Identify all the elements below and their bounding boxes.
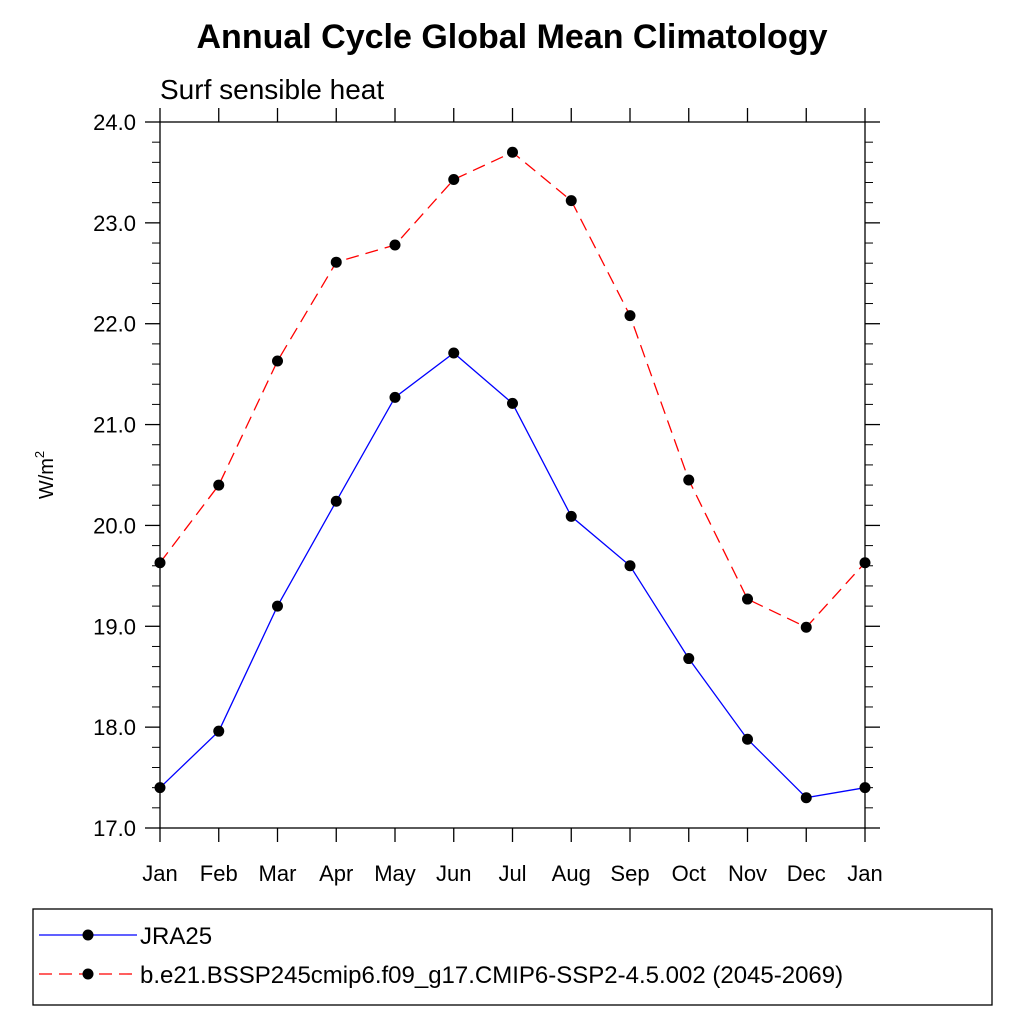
data-point-series-1	[800, 621, 812, 633]
legend-marker-0	[82, 929, 94, 941]
data-point-series-0	[800, 792, 812, 804]
series-line-0	[159, 352, 866, 799]
legend-marker-1	[82, 968, 94, 980]
data-point-series-0	[448, 347, 460, 359]
data-point-series-0	[742, 733, 753, 745]
data-point-series-1	[154, 557, 166, 569]
data-point-series-0	[213, 725, 225, 737]
x-tick-label: Feb	[200, 861, 238, 886]
svg-text:W/m2: W/m2	[32, 451, 58, 499]
x-tick-label: Mar	[259, 861, 297, 886]
data-point-series-0	[507, 397, 518, 409]
data-point-series-0	[154, 782, 166, 794]
y-tick-label: 24.0	[93, 110, 136, 135]
x-tick-label: Sep	[610, 861, 649, 886]
x-tick-label: Dec	[787, 861, 826, 886]
axis-ticks	[145, 108, 880, 842]
y-tick-label: 20.0	[93, 513, 136, 538]
y-tick-label: 23.0	[93, 211, 136, 236]
x-tick-label: Oct	[672, 861, 706, 886]
data-point-series-1	[742, 593, 753, 605]
data-point-series-0	[389, 391, 401, 403]
y-tick-label: 17.0	[93, 816, 136, 841]
data-point-series-1	[448, 173, 460, 185]
data-point-series-1	[330, 256, 342, 268]
data-point-series-0	[565, 510, 577, 522]
x-tick-label: Jul	[498, 861, 526, 886]
y-axis-label: W/m2	[32, 451, 58, 499]
y-axis-label-text: W/m	[36, 458, 58, 499]
data-point-series-1	[859, 557, 871, 569]
x-tick-label: Jan	[142, 861, 177, 886]
x-tick-label: Aug	[552, 861, 591, 886]
chart-title: Annual Cycle Global Mean Climatology	[197, 18, 828, 56]
data-point-series-1	[683, 474, 695, 486]
x-tick-label: Jan	[847, 861, 882, 886]
data-point-series-0	[272, 600, 283, 612]
data-point-series-0	[624, 560, 636, 572]
x-tick-labels: Jan Feb Mar Apr May Jun Jul Aug Sep Oct Nov Dec Jan	[142, 861, 882, 886]
legend-label-1: b.e21.BSSP245cmip6.f09_g17.CMIP6-SSP2-4.…	[140, 962, 843, 989]
data-point-series-1	[507, 146, 518, 158]
legend-label-0: JRA25	[140, 923, 212, 950]
data-point-series-0	[859, 782, 871, 794]
data-point-series-1	[565, 195, 577, 207]
series-layer	[154, 146, 871, 804]
chart-subtitle: Surf sensible heat	[160, 74, 384, 105]
data-point-series-0	[683, 653, 695, 665]
legend: JRA25 b.e21.BSSP245cmip6.f09_g17.CMIP6-SS…	[39, 923, 843, 989]
data-point-series-0	[330, 495, 342, 507]
y-tick-label: 19.0	[93, 614, 136, 639]
x-tick-label: Apr	[319, 861, 353, 886]
plot-frame	[159, 121, 866, 829]
data-point-series-1	[389, 239, 401, 251]
y-tick-label: 18.0	[93, 715, 136, 740]
data-point-series-1	[213, 479, 225, 491]
y-axis-label-superscript: 2	[32, 451, 47, 458]
legend-box	[32, 908, 993, 1006]
y-tick-label: 21.0	[93, 413, 136, 438]
data-point-series-1	[624, 310, 636, 322]
data-point-series-1	[272, 355, 283, 367]
y-tick-labels: 17.0 18.0 19.0 20.0 21.0 22.0 23.0 24.0	[93, 110, 136, 841]
x-tick-label: Jun	[436, 861, 471, 886]
x-tick-label: Nov	[728, 861, 767, 886]
series-line-1	[159, 151, 866, 629]
y-tick-label: 22.0	[93, 312, 136, 337]
x-tick-label: May	[374, 861, 416, 886]
